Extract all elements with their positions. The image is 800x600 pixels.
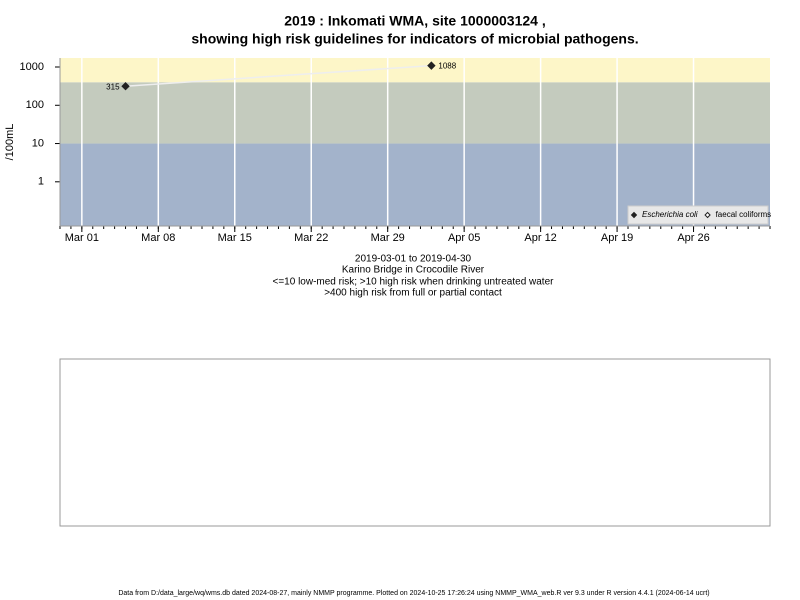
x-tick-label: Apr 19 <box>601 232 633 244</box>
footer: Data from D:/data_large/wq/wms.db dated … <box>118 590 709 597</box>
chart-subtitle: showing high risk guidelines for indicat… <box>191 31 638 47</box>
data-label: 315 <box>106 82 120 91</box>
empty-panel <box>59 358 771 527</box>
legend-box <box>627 205 769 225</box>
x-tick-label: Apr 26 <box>677 232 709 244</box>
legend-label: Escherichia coli <box>642 210 698 219</box>
note: <=10 low-med risk; >10 high risk when dr… <box>273 277 555 288</box>
x-tick-label: Mar 01 <box>65 232 99 244</box>
y-axis-label: /100mL <box>4 124 16 161</box>
y-tick-label: 10 <box>32 137 44 149</box>
y-tick-label: 100 <box>26 99 44 111</box>
y-tick-label: 1000 <box>20 61 44 73</box>
series-line <box>125 64 432 87</box>
legend-label: faecal coliforms <box>716 210 772 219</box>
data-label: 1088 <box>438 62 456 71</box>
chart-title: 2019 : Inkomati WMA, site 1000003124 , <box>284 13 545 29</box>
risk-band <box>60 82 770 144</box>
risk-band <box>60 58 770 83</box>
legend-marker <box>704 211 711 219</box>
x-tick-label: Mar 22 <box>294 232 328 244</box>
legend-marker <box>630 211 638 219</box>
x-tick-label: Mar 15 <box>218 232 252 244</box>
x-tick-label: Mar 08 <box>141 232 175 244</box>
x-tick-label: Apr 05 <box>448 232 480 244</box>
note: 2019-03-01 to 2019-04-30 <box>355 254 472 265</box>
y-tick-label: 1 <box>38 176 44 188</box>
note: >400 high risk from full or partial cont… <box>324 288 502 299</box>
data-point <box>427 61 436 70</box>
x-tick-label: Mar 29 <box>371 232 405 244</box>
x-tick-label: Apr 12 <box>524 232 556 244</box>
data-point <box>121 82 130 91</box>
note: Karino Bridge in Crocodile River <box>342 265 485 276</box>
